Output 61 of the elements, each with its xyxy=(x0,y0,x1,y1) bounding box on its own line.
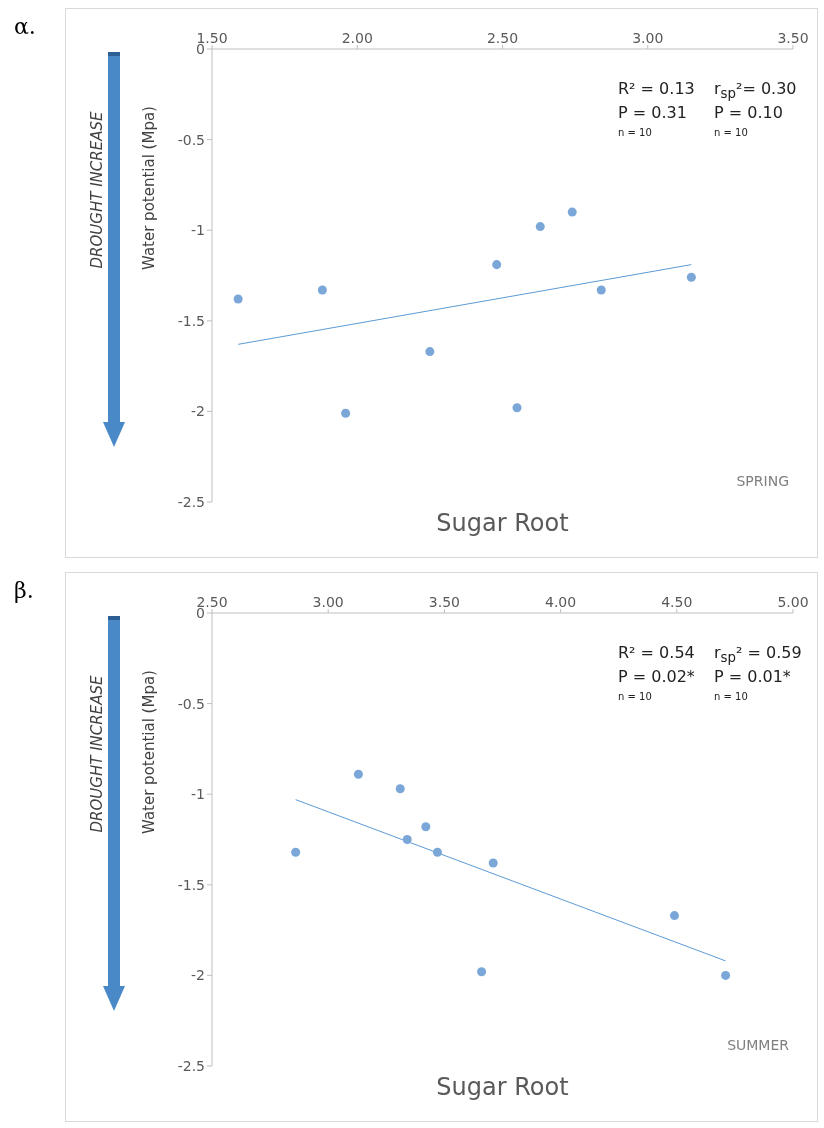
y-tick-label: -2.5 xyxy=(177,493,205,510)
x-tick-label: 5.00 xyxy=(777,594,809,610)
point xyxy=(535,222,545,232)
point xyxy=(421,822,431,832)
point xyxy=(596,285,606,295)
annotation: r$_{sp}$²= 0.30 xyxy=(714,79,797,102)
point xyxy=(669,911,679,921)
y-tick-label: -0.5 xyxy=(177,695,205,712)
y-tick-label: -2.5 xyxy=(177,1057,205,1074)
annotation: P = 0.02* xyxy=(618,667,695,686)
point xyxy=(512,403,522,413)
y-tick-label: -2 xyxy=(191,967,205,984)
text: α. xyxy=(14,14,36,39)
point xyxy=(291,847,301,857)
annotation: n = 10 xyxy=(618,127,652,138)
point xyxy=(402,834,412,845)
annotation: R² = 0.13 xyxy=(618,79,695,98)
point xyxy=(492,260,502,270)
point xyxy=(341,408,351,418)
annotation: n = 10 xyxy=(714,127,748,138)
annotation: P = 0.31 xyxy=(618,103,687,122)
x-tick-label: 3.50 xyxy=(428,594,460,610)
y-tick-label: -2 xyxy=(191,403,205,420)
annotation: SPRING xyxy=(736,473,789,489)
x-tick-label: 4.50 xyxy=(661,594,693,610)
annotation: P = 0.01* xyxy=(714,667,791,686)
text: DROUGHT INCREASE xyxy=(88,674,106,835)
point xyxy=(425,347,435,357)
point xyxy=(477,967,487,977)
text: β. xyxy=(14,578,34,603)
point xyxy=(317,285,327,295)
y-tick-label: -1 xyxy=(191,222,205,239)
annotation: R² = 0.54 xyxy=(618,643,695,662)
x-tick-label: 3.00 xyxy=(312,594,344,610)
annotation: n = 10 xyxy=(618,691,652,702)
x-tick-label: 2.50 xyxy=(486,30,519,46)
x-tick-label: 4.00 xyxy=(545,594,577,610)
x-tick-label: 3.50 xyxy=(777,30,809,46)
point xyxy=(686,272,696,282)
x-axis-title: Sugar Root xyxy=(435,1073,570,1101)
point xyxy=(395,784,405,794)
y-axis-title: Water potential (Mpa) xyxy=(140,105,158,272)
x-tick-label: 3.00 xyxy=(632,30,664,46)
point xyxy=(567,207,577,217)
x-tick-label: 2.00 xyxy=(341,30,373,46)
x-axis-title: Sugar Root xyxy=(435,509,570,537)
point xyxy=(721,970,731,980)
annotation: P = 0.10 xyxy=(714,103,783,122)
annotation: n = 10 xyxy=(714,691,748,702)
y-tick-label: -0.5 xyxy=(177,131,205,148)
annotation: r$_{sp}$² = 0.59 xyxy=(714,643,802,666)
y-tick-label: -1.5 xyxy=(177,876,205,893)
y-tick-label: -1 xyxy=(191,786,205,803)
annotation: SUMMER xyxy=(727,1037,789,1053)
text: DROUGHT INCREASE xyxy=(88,110,106,271)
point xyxy=(353,769,363,779)
y-axis-title: Water potential (Mpa) xyxy=(140,669,158,836)
point xyxy=(432,847,442,857)
y-tick-label: -1.5 xyxy=(177,312,205,329)
point xyxy=(233,294,243,304)
point xyxy=(488,858,498,868)
